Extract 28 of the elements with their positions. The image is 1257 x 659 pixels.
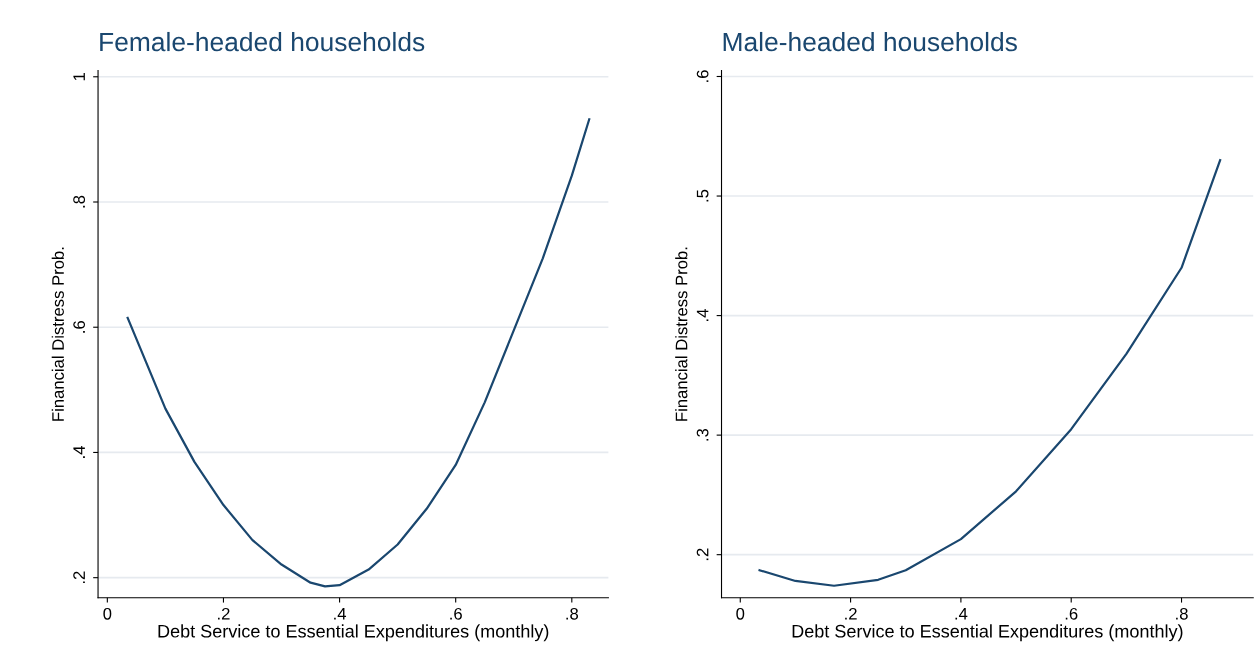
x-tick-label: 0 xyxy=(736,607,745,620)
x-axis-title: Debt Service to Essential Expenditures (monthly) xyxy=(792,624,1183,642)
y-tick-label: .2 xyxy=(696,548,709,561)
x-tick-label: .6 xyxy=(450,607,462,620)
y-axis-title: Financial Distress Prob. xyxy=(675,247,688,421)
y-tick-label: .5 xyxy=(696,189,709,202)
x-tick-label: .8 xyxy=(566,607,579,620)
x-tick-label: .8 xyxy=(1176,607,1188,620)
line-series xyxy=(758,159,1222,587)
x-tick-label: .2 xyxy=(845,607,857,620)
x-axis-title: Debt Service to Essential Expenditures (monthly) xyxy=(158,624,549,642)
chart-title: Female-headed households xyxy=(100,31,425,52)
x-tick-label: 0 xyxy=(103,607,112,620)
x-tick-label: .4 xyxy=(955,608,968,620)
y-tick-label: .4 xyxy=(73,445,85,458)
x-tick-label: .4 xyxy=(334,608,347,620)
y-tick-label: .8 xyxy=(73,195,86,208)
y-axis-title: Financial Distress Prob. xyxy=(51,247,64,421)
y-tick-label: .6 xyxy=(696,70,709,82)
y-tick-label: 1 xyxy=(73,72,85,81)
chart-title: Male-headed households xyxy=(723,31,1017,52)
y-tick-label: .4 xyxy=(696,309,709,322)
y-tick-label: .2 xyxy=(73,571,85,584)
line-series xyxy=(126,118,591,588)
y-tick-label: .6 xyxy=(73,321,86,333)
x-tick-label: .2 xyxy=(218,607,230,620)
x-tick-label: .6 xyxy=(1065,607,1078,620)
y-tick-label: .3 xyxy=(696,428,709,441)
